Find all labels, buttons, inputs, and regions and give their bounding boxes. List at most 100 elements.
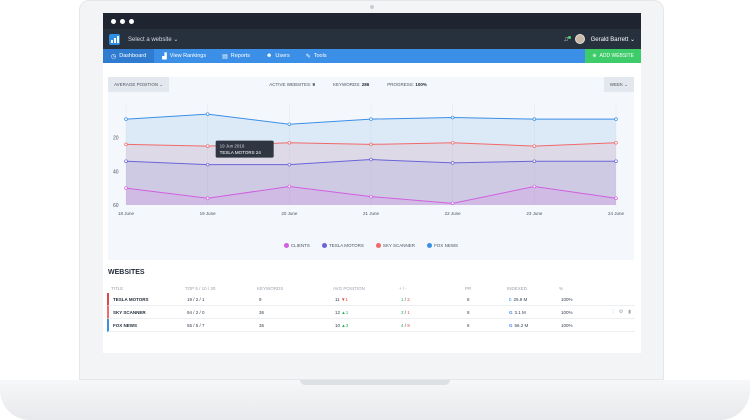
data-point <box>369 157 373 162</box>
data-point <box>205 162 210 167</box>
avg-position: 11 ▼1 <box>335 296 348 302</box>
keywords-stat: KEYWORDS: 286 <box>333 82 370 87</box>
table-row[interactable]: FOX NEWS 55 / 5 / 7 36 10 ▲3 4 / 9 6 G 56.2 M 10… <box>107 319 635 332</box>
google-icon: G <box>509 322 513 328</box>
keywords-count: 36 <box>259 322 265 328</box>
google-icon: G <box>509 309 513 315</box>
y-tick-label: 20 <box>113 136 119 142</box>
data-point <box>287 162 292 167</box>
table-row[interactable]: SKY SCANNER 94 / 2 / 0 36 12 ▲1 3 / 1 8 G 3.1 M… <box>107 306 635 319</box>
nav-label: Dashboard <box>119 53 147 59</box>
col-keywords[interactable]: KEYWORDS <box>257 285 284 291</box>
legend-swatch <box>375 243 381 248</box>
notification-dot <box>567 35 571 39</box>
x-tick-label: 20 June <box>281 211 298 216</box>
metric-dropdown[interactable]: AVERAGE POSITION ⌄ <box>108 77 170 92</box>
position-chart[interactable]: 20 40 60 18 June 19 June 20 June 21 June 22 Jun… <box>108 92 634 237</box>
top-counts: 19 / 2 / 1 <box>187 296 205 302</box>
nav-dashboard[interactable]: ◷ Dashboard <box>103 49 155 63</box>
data-point <box>287 122 292 126</box>
percent-value: 100% <box>561 296 573 302</box>
percent-value: 100% <box>561 309 573 315</box>
col-title[interactable]: TITLE <box>111 285 124 291</box>
progress-stat: PROGRESS: 100% <box>387 82 427 87</box>
legend-item[interactable]: CLIENTS <box>283 243 310 248</box>
data-point <box>205 112 210 116</box>
avg-position: 12 ▲1 <box>335 309 349 315</box>
gear-icon[interactable]: ⚙ <box>618 309 624 315</box>
tooltip-value: TESLA MOTORS 24 <box>220 150 262 155</box>
data-point <box>450 140 455 145</box>
website-title[interactable]: SKY SCANNER <box>113 309 146 315</box>
window-dot-icon[interactable] <box>111 18 116 24</box>
series-area <box>126 186 616 205</box>
x-tick-label: 19 June <box>200 211 217 216</box>
legend-item[interactable]: TESLA MOTORS <box>321 243 364 248</box>
data-point <box>205 196 210 201</box>
nav-view-rankings[interactable]: ▟ View Rankings <box>154 49 214 63</box>
keywords-count: 9 <box>259 296 262 302</box>
plus-minus: 4 / 9 <box>401 322 410 328</box>
camera-dot <box>370 5 374 9</box>
data-point <box>369 117 373 121</box>
rankings-panel: AVERAGE POSITION ⌄ ACTIVE WEBSITES: 9 KE… <box>108 77 634 260</box>
users-icon: ☻ <box>266 53 273 59</box>
period-dropdown[interactable]: WEEK ⌄ <box>603 77 634 92</box>
active-websites-stat: ACTIVE WEBSITES: 9 <box>269 82 315 87</box>
data-point <box>124 159 128 163</box>
websites-table: TITLE TOP 5 / 10 / 30 KEYWORDS AVG POSIT… <box>107 283 635 332</box>
rankings-icon: ▟ <box>162 53 167 60</box>
nav-tools[interactable]: ✎ Tools <box>298 49 335 63</box>
data-point <box>532 144 537 148</box>
website-select[interactable]: Select a website ⌄ <box>128 36 179 43</box>
main-nav: ◷ Dashboard ▟ View Rankings ▤ Reports ☻ … <box>103 49 641 63</box>
x-tick-label: 22 June <box>445 211 462 216</box>
legend-item[interactable]: FOX NEWS <box>427 243 458 248</box>
col-percent[interactable]: % <box>559 285 564 291</box>
dashboard-icon: ◷ <box>111 53 117 60</box>
window-dot-icon[interactable] <box>129 18 134 24</box>
nav-users[interactable]: ☻ Users <box>258 49 298 63</box>
top-counts: 94 / 2 / 0 <box>187 309 205 315</box>
data-point <box>450 115 455 120</box>
website-title[interactable]: TESLA MOTORS <box>113 296 149 302</box>
table-row[interactable]: TESLA MOTORS 19 / 2 / 1 9 11 ▼1 1 / 2 8 b 25.9 … <box>107 293 635 306</box>
x-tick-label: 24 June <box>608 211 625 216</box>
reports-icon: ▤ <box>222 53 228 60</box>
legend-item[interactable]: SKY SCANNER <box>375 243 415 248</box>
data-point <box>532 117 537 121</box>
add-website-label: ADD WEBSITE <box>599 53 634 59</box>
avatar[interactable] <box>574 34 585 44</box>
col-indexed[interactable]: INDEXED <box>507 285 528 291</box>
nav-reports[interactable]: ▤ Reports <box>214 49 258 63</box>
col-avg-position[interactable]: AVG POSITION <box>333 285 365 291</box>
page-rank: 8 <box>467 309 470 315</box>
indexed-count: b 25.9 M <box>509 296 528 302</box>
chart-icon[interactable]: ⫶ <box>612 309 614 315</box>
bell-icon[interactable]: ♫ <box>563 35 571 43</box>
logo-icon[interactable] <box>109 33 120 45</box>
legend-label: FOX NEWS <box>434 243 459 248</box>
tooltip <box>215 140 274 158</box>
trash-icon[interactable]: ▮ <box>628 309 631 315</box>
col-pr[interactable]: PR <box>465 285 472 291</box>
data-point <box>124 186 128 190</box>
app-header: Select a website ⌄ ♫ Gerald Barrett ⌄ <box>103 29 641 49</box>
x-tick-label: 21 June <box>363 211 380 216</box>
avg-delta: ▲1 <box>341 309 349 315</box>
add-website-button[interactable]: ⊕ ADD WEBSITE <box>585 49 641 63</box>
x-tick-label: 23 June <box>526 211 543 216</box>
website-title[interactable]: FOX NEWS <box>113 322 138 328</box>
top-counts: 55 / 5 / 7 <box>187 322 205 328</box>
legend-label: TESLA MOTORS <box>328 243 364 248</box>
data-point <box>532 184 537 189</box>
col-plus-minus[interactable]: + / - <box>399 285 407 291</box>
plus-minus: 1 / 2 <box>401 296 410 302</box>
page-rank: 6 <box>467 322 470 328</box>
laptop-base <box>0 380 750 420</box>
col-top[interactable]: TOP 5 / 10 / 30 <box>185 285 216 291</box>
user-menu[interactable]: Gerald Barrett ⌄ <box>590 36 635 43</box>
x-tick-label: 18 June <box>118 211 135 216</box>
window-dot-icon[interactable] <box>120 18 125 24</box>
